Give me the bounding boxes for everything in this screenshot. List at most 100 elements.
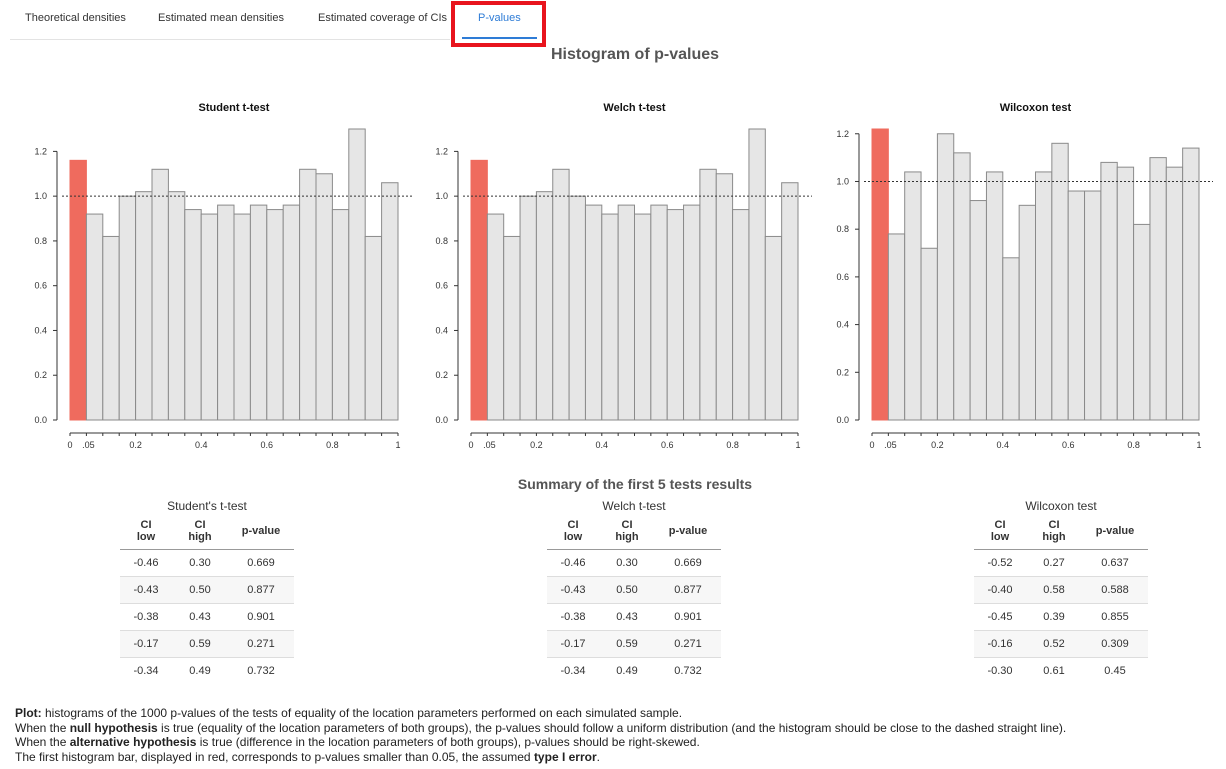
chart-title: Student t-test xyxy=(199,102,270,114)
histogram-bar xyxy=(887,233,906,421)
note-text: When the xyxy=(15,720,70,735)
histogram-bar xyxy=(266,209,284,421)
table-cell: -0.43 xyxy=(120,576,172,604)
histogram-bar-highlight xyxy=(470,159,488,421)
table-row: -0.46 0.30 0.669 xyxy=(547,549,721,577)
table-cell: -0.17 xyxy=(120,630,172,658)
column-header: CI low xyxy=(974,519,1026,550)
histogram-bar xyxy=(1116,166,1135,421)
y-tick-label: 1.0 xyxy=(836,176,849,186)
table-cell: 0.588 xyxy=(1082,576,1148,604)
histogram-bar xyxy=(1051,142,1069,421)
histogram-bar xyxy=(315,173,333,421)
table-cell: -0.17 xyxy=(547,630,599,658)
table-cell: 0.59 xyxy=(172,630,228,658)
note-line: The first histogram bar, displayed in re… xyxy=(15,750,1215,765)
column-header: CI high xyxy=(1026,519,1082,550)
tab-p-values[interactable]: P-values xyxy=(478,12,521,24)
x-tick-label: 0.8 xyxy=(326,440,339,450)
note-text: is true (equality of the location parame… xyxy=(157,720,1067,735)
table-cell: 0.732 xyxy=(655,657,721,685)
histogram-bar xyxy=(1035,171,1053,421)
table-cell: 0.49 xyxy=(599,657,655,685)
table-row: -0.17 0.59 0.271 xyxy=(120,630,294,658)
summary-title: Summary of the first 5 tests results xyxy=(517,476,753,492)
histogram-bar xyxy=(936,133,955,421)
x-tick-label: 0.4 xyxy=(596,440,609,450)
note-bold: type I error xyxy=(533,749,597,764)
table-cell: 0.59 xyxy=(599,630,655,658)
x-tick-label: .05 xyxy=(483,440,496,450)
table-caption: Student's t-test xyxy=(167,499,247,513)
y-tick-label: 1.0 xyxy=(34,191,47,201)
x-tick-label: 0.4 xyxy=(997,440,1010,450)
results-table-student: Student's t-test CI low CI high p-value … xyxy=(120,499,294,685)
y-tick-label: 1.2 xyxy=(836,129,849,139)
table-cell: 0.52 xyxy=(1026,630,1082,658)
histogram-bar xyxy=(364,235,383,421)
histogram-bar xyxy=(985,171,1004,421)
y-tick-label: 1.2 xyxy=(435,146,448,156)
histogram-bar xyxy=(503,235,521,421)
y-tick-label: 0.4 xyxy=(34,325,47,335)
x-tick-label: 0.6 xyxy=(661,440,674,450)
histogram-bar xyxy=(519,195,537,421)
table-cell: -0.46 xyxy=(547,549,599,577)
note-bold: null hypothesis xyxy=(69,720,158,735)
page-title: Histogram of p-values xyxy=(550,46,720,63)
table-cell: 0.39 xyxy=(1026,603,1082,631)
histogram-bar xyxy=(781,182,799,421)
x-tick-label: 0 xyxy=(67,440,72,450)
tab-estimated-coverage-cis[interactable]: Estimated coverage of CIs xyxy=(318,12,448,24)
table-cell: -0.38 xyxy=(120,603,172,631)
table-row: -0.17 0.59 0.271 xyxy=(547,630,721,658)
tab-estimated-mean-densities[interactable]: Estimated mean densities xyxy=(158,12,284,24)
histogram-bar xyxy=(1018,204,1037,421)
y-tick-label: 0.4 xyxy=(435,325,448,335)
histogram-bar xyxy=(102,235,120,421)
histogram-bar xyxy=(1182,147,1200,421)
table-row: -0.40 0.58 0.588 xyxy=(974,576,1148,604)
table-row: -0.38 0.43 0.901 xyxy=(547,603,721,631)
histogram-bar xyxy=(1149,157,1167,421)
histogram-bar-highlight xyxy=(69,159,87,421)
tab-theoretical-densities[interactable]: Theoretical densities xyxy=(25,12,126,24)
table-caption: Wilcoxon test xyxy=(1025,499,1097,513)
y-tick-label: 1.0 xyxy=(435,191,448,201)
histogram-bar xyxy=(217,204,235,421)
table-cell: 0.669 xyxy=(655,549,721,577)
table-cell: -0.40 xyxy=(974,576,1026,604)
table-cell: 0.27 xyxy=(1026,549,1082,577)
histogram-bar xyxy=(1165,166,1184,421)
histogram-bar xyxy=(331,209,350,421)
table-row: -0.34 0.49 0.732 xyxy=(547,657,721,685)
note-text: The first histogram bar, displayed in re… xyxy=(15,749,534,764)
histogram-bar xyxy=(282,204,301,421)
histogram-bar xyxy=(1002,257,1020,421)
histogram-bar xyxy=(486,213,505,421)
histogram-bar xyxy=(167,191,186,421)
x-tick-label: .05 xyxy=(884,440,897,450)
histogram-bar xyxy=(584,204,603,421)
column-header: p-value xyxy=(1082,519,1148,550)
note-text: When the xyxy=(15,735,70,749)
histogram-bar xyxy=(715,173,734,421)
histogram-bar xyxy=(920,247,938,421)
histogram-bar xyxy=(249,204,268,421)
x-tick-label: 1 xyxy=(795,440,800,450)
note-bold: alternative hypothesis xyxy=(69,735,197,749)
y-tick-label: 0.4 xyxy=(836,320,849,330)
histogram-bar xyxy=(151,168,169,421)
x-tick-label: 0.6 xyxy=(1062,440,1075,450)
table-cell: 0.50 xyxy=(599,576,655,604)
y-tick-label: 0.6 xyxy=(34,281,47,291)
note-line: Plot: histograms of the 1000 p-values of… xyxy=(15,706,1215,721)
table-cell: -0.43 xyxy=(547,576,599,604)
histogram-bar xyxy=(85,213,104,421)
table-row: -0.43 0.50 0.877 xyxy=(547,576,721,604)
table-cell: 0.43 xyxy=(172,603,228,631)
table-cell: 0.637 xyxy=(1082,549,1148,577)
table-cell: 0.30 xyxy=(172,549,228,577)
note-text: . xyxy=(596,749,600,764)
table-cell: -0.46 xyxy=(120,549,172,577)
